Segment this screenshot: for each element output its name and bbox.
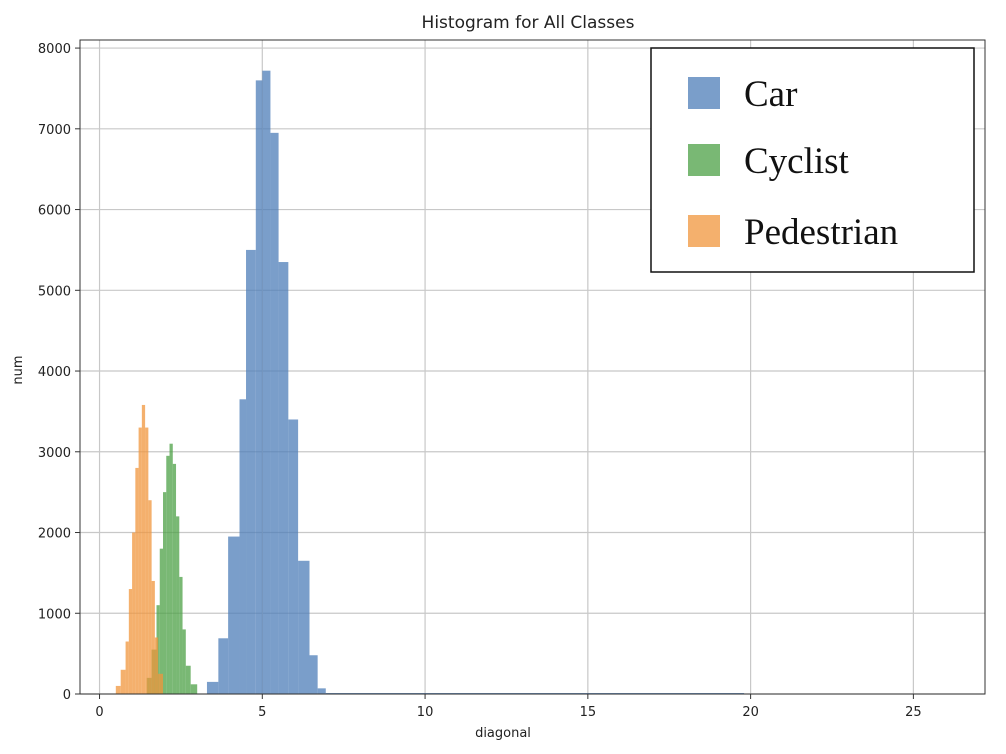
legend-swatch-car bbox=[688, 77, 720, 109]
bar-pedestrian bbox=[151, 580, 155, 694]
x-tick-label: 5 bbox=[258, 705, 266, 720]
bar-car bbox=[255, 80, 263, 695]
bar-car bbox=[206, 681, 219, 694]
bar-car bbox=[262, 70, 271, 695]
y-tick-label: 2000 bbox=[38, 527, 71, 542]
bar-cyclist bbox=[176, 516, 180, 694]
y-axis-label: num bbox=[11, 355, 26, 384]
chart-title: Histogram for All Classes bbox=[422, 13, 635, 33]
bar-car bbox=[317, 688, 326, 694]
bar-car bbox=[228, 536, 240, 694]
bar-cyclist bbox=[190, 684, 198, 694]
bar-pedestrian bbox=[132, 532, 136, 694]
bar-pedestrian bbox=[125, 641, 129, 694]
bar-car bbox=[246, 249, 256, 695]
legend-swatch-cyclist bbox=[688, 144, 720, 176]
bar-cyclist bbox=[185, 665, 191, 694]
legend-label-car: Car bbox=[744, 74, 797, 115]
x-tick-label: 0 bbox=[95, 705, 103, 720]
bar-pedestrian bbox=[135, 467, 139, 694]
y-tick-label: 3000 bbox=[38, 446, 71, 461]
bar-pedestrian bbox=[128, 589, 133, 694]
bar-cyclist bbox=[182, 629, 186, 694]
bar-car bbox=[239, 399, 247, 694]
bar-car bbox=[218, 638, 229, 694]
legend-label-cyclist: Cyclist bbox=[744, 141, 850, 182]
x-axis-label: diagonal bbox=[475, 726, 531, 741]
bar-pedestrian bbox=[141, 404, 146, 694]
legend: Car Cyclist Pedestrian bbox=[650, 47, 975, 273]
y-tick-label: 0 bbox=[63, 688, 71, 703]
bar-cyclist bbox=[179, 576, 183, 694]
y-tick-label: 4000 bbox=[38, 365, 71, 380]
y-tick-label: 8000 bbox=[38, 42, 71, 57]
bar-pedestrian bbox=[158, 673, 164, 694]
y-tick-label: 1000 bbox=[38, 607, 71, 622]
x-tick-label: 15 bbox=[580, 705, 597, 720]
y-tick-label: 6000 bbox=[38, 204, 71, 219]
x-tick-label: 10 bbox=[417, 705, 434, 720]
x-tick-label: 25 bbox=[905, 705, 922, 720]
bar-car bbox=[288, 419, 299, 694]
bar-cyclist bbox=[159, 548, 164, 694]
bar-cyclist bbox=[169, 443, 173, 694]
x-tick-label: 20 bbox=[742, 705, 759, 720]
bar-pedestrian bbox=[120, 669, 126, 694]
bar-pedestrian bbox=[148, 500, 152, 694]
x-axis-ticks: 0 5 10 15 20 25 bbox=[95, 694, 922, 720]
legend-label-pedestrian: Pedestrian bbox=[744, 212, 898, 253]
bar-car bbox=[270, 132, 279, 694]
histogram-bars bbox=[115, 70, 745, 695]
bar-cyclist bbox=[163, 492, 167, 694]
bar-pedestrian bbox=[154, 637, 159, 694]
bar-car bbox=[278, 262, 289, 694]
bar-cyclist bbox=[172, 463, 177, 694]
y-axis-ticks: 0 1000 2000 3000 4000 5000 6000 7000 8000 bbox=[38, 42, 80, 703]
plot-frame bbox=[79, 39, 986, 695]
y-tick-label: 7000 bbox=[38, 123, 71, 138]
y-tick-label: 5000 bbox=[38, 284, 71, 299]
bar-pedestrian bbox=[138, 427, 142, 694]
bar-car bbox=[298, 560, 310, 694]
legend-swatch-pedestrian bbox=[688, 215, 720, 247]
bar-cyclist bbox=[166, 455, 170, 694]
bar-pedestrian bbox=[115, 685, 121, 694]
bar-pedestrian bbox=[145, 427, 149, 694]
bar-car bbox=[309, 655, 318, 694]
